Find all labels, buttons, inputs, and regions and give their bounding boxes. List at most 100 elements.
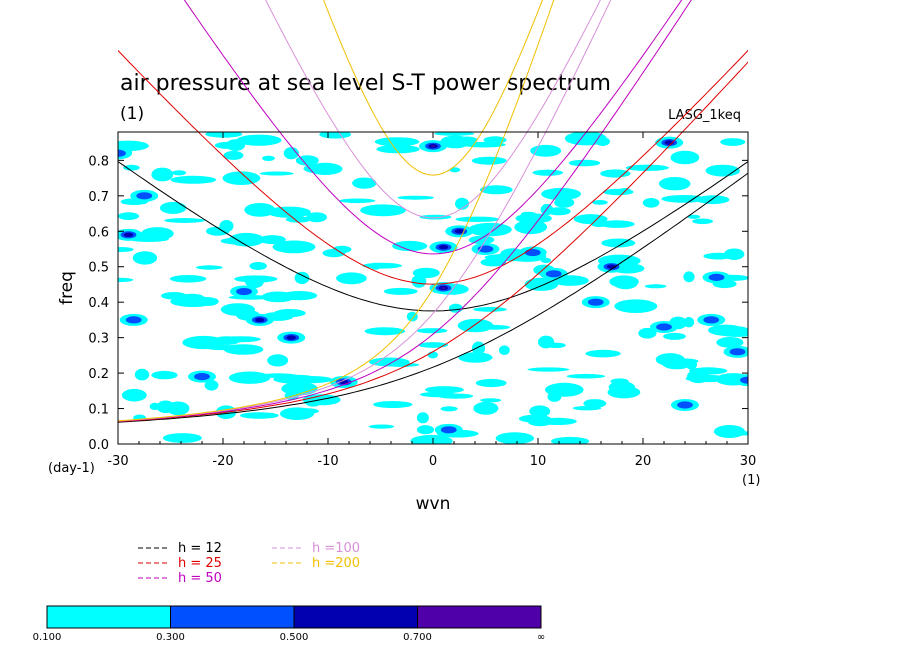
y-tick-label: 0.6 (88, 225, 109, 240)
dispersion-curves (118, 0, 748, 423)
power-patch (527, 367, 570, 372)
power-patch (614, 299, 658, 314)
dispersion-curve-mrg (118, 172, 748, 423)
power-patch (598, 220, 635, 228)
power-patch (319, 132, 352, 139)
power-patch (360, 204, 406, 217)
power-patch (378, 263, 391, 268)
power-patch (132, 251, 158, 265)
dispersion-curve-ig (183, 0, 683, 255)
power-patch (638, 327, 657, 339)
y-tick-label: 0.0 (88, 438, 109, 453)
power-patch (159, 201, 187, 214)
power-patch (352, 177, 377, 189)
colorbar-segment (170, 605, 295, 629)
power-blob-core (118, 149, 126, 157)
power-patch (724, 248, 745, 260)
power-patch (151, 167, 174, 182)
power-patch (607, 386, 641, 399)
power-patch (471, 341, 486, 355)
power-patch (480, 258, 507, 267)
y-axis-label: freq (57, 271, 77, 305)
power-patch (585, 349, 621, 358)
dispersion-curve-mrg (118, 0, 555, 422)
y-unit-label: (day-1) (48, 461, 95, 476)
power-blob-core (677, 401, 693, 409)
power-patch (204, 345, 247, 351)
power-patch (613, 277, 638, 290)
power-patch (291, 408, 319, 415)
power-patch (195, 265, 223, 270)
power-patch (308, 162, 343, 175)
power-patch (449, 167, 461, 173)
power-patch (236, 134, 282, 146)
power-patch (285, 216, 311, 223)
power-patch (368, 424, 395, 429)
power-patch (267, 354, 289, 367)
y-tick-label: 0.4 (88, 296, 109, 311)
power-patch (283, 147, 299, 160)
power-patch (518, 414, 551, 423)
power-patch (554, 197, 575, 208)
power-patch (457, 318, 494, 333)
power-patch (289, 376, 333, 384)
power-patch (295, 155, 319, 166)
power-blob-core (587, 298, 604, 306)
power-patch (214, 141, 242, 149)
power-patch (541, 187, 581, 201)
y-tick-label: 0.2 (88, 367, 109, 382)
power-patch (419, 214, 452, 220)
power-patch (205, 132, 243, 138)
power-patch (151, 370, 178, 380)
power-patch (373, 401, 413, 408)
y-tick-label: 0.5 (88, 261, 109, 276)
power-patch (220, 336, 261, 343)
power-patch (689, 367, 728, 375)
power-patch (416, 425, 435, 435)
x-axis: -30 -20 -10 0 10 20 30 (107, 132, 756, 469)
power-patch (683, 271, 695, 283)
legend-label: h =100 (312, 541, 360, 556)
power-patch (244, 203, 276, 217)
power-patch (685, 374, 729, 383)
power-patch (530, 407, 550, 418)
power-patch (524, 277, 559, 291)
power-patch (197, 297, 219, 306)
power-patch (547, 391, 562, 402)
power-blob-core (729, 348, 746, 356)
power-patch (267, 206, 311, 218)
power-patch (412, 267, 440, 279)
power-patch (483, 136, 507, 144)
power-patch (162, 433, 202, 443)
power-patch (121, 388, 147, 402)
power-patch (179, 293, 204, 302)
power-patch (480, 398, 502, 403)
x-tick-label: 0 (429, 454, 437, 469)
power-patch (546, 342, 566, 348)
power-patch (564, 132, 607, 146)
power-blob-core (136, 192, 153, 200)
power-patch (169, 275, 207, 283)
power-patch (228, 371, 271, 384)
power-patch (455, 216, 500, 222)
power-blob-core (656, 323, 672, 331)
power-patch (573, 214, 608, 225)
power-blob-core (524, 248, 541, 257)
x-tick-label: 20 (635, 454, 652, 469)
power-patch (260, 373, 298, 378)
power-patch (262, 155, 275, 161)
power-patch (427, 351, 438, 359)
colorbar-segment (293, 605, 418, 629)
power-patch (223, 150, 244, 160)
legend-label: h = 25 (178, 556, 222, 571)
power-patch (364, 327, 405, 336)
chart-title: air pressure at sea level S-T power spec… (120, 71, 611, 96)
power-patch (425, 386, 464, 394)
power-patch (249, 262, 267, 270)
power-patch (219, 220, 234, 232)
power-patch (228, 232, 265, 247)
power-patch (655, 353, 685, 366)
power-patch (592, 200, 608, 205)
